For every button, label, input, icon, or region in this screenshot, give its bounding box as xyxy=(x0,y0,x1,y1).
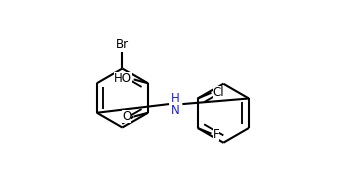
Text: O: O xyxy=(122,111,131,123)
Text: HO: HO xyxy=(114,72,132,85)
Text: Br: Br xyxy=(116,38,129,51)
Text: F: F xyxy=(212,128,219,141)
Text: Cl: Cl xyxy=(212,86,224,99)
Text: H
N: H N xyxy=(171,92,180,117)
